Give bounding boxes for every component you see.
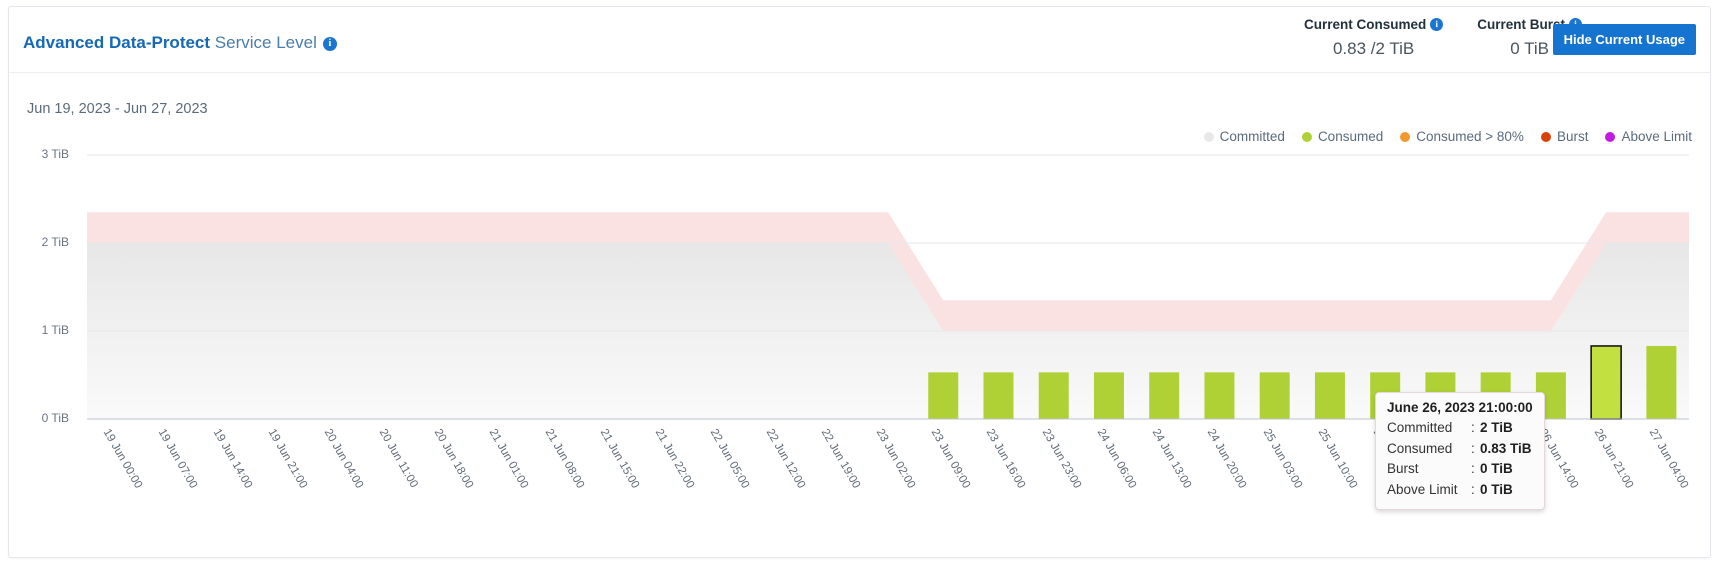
date-range-label: Jun 19, 2023 - Jun 27, 2023 <box>27 101 208 117</box>
x-axis-tick-label: 25 Jun 03:00 <box>1260 427 1304 491</box>
legend-item[interactable]: Consumed <box>1301 129 1384 144</box>
metric-label-text: Current Consumed <box>1303 17 1427 32</box>
x-axis-tick-label: 21 Jun 15:00 <box>597 427 642 491</box>
tooltip-row-value: 0.83 TiB <box>1480 440 1532 456</box>
bar[interactable] <box>983 372 1014 419</box>
bar[interactable] <box>1038 372 1069 419</box>
tooltip-row-key: Committed <box>1387 420 1453 435</box>
legend-label: Consumed > 80% <box>1416 129 1524 144</box>
tooltip-row-separator: : <box>1471 481 1475 497</box>
x-axis-tick-label: 24 Jun 06:00 <box>1094 427 1139 491</box>
legend-color-dot <box>1605 131 1616 142</box>
x-axis-tick-label: 23 Jun 09:00 <box>928 427 973 491</box>
legend-color-dot <box>1203 131 1214 142</box>
x-axis-tick-label: 27 Jun 04:00 <box>1646 427 1691 491</box>
legend-color-dot <box>1540 131 1551 142</box>
x-axis-tick-label: 24 Jun 20:00 <box>1205 427 1249 491</box>
x-axis-tick-label: 24 Jun 13:00 <box>1149 427 1194 491</box>
legend-color-dot <box>1301 131 1312 142</box>
x-axis-tick-label: 19 Jun 21:00 <box>265 427 310 491</box>
burst-limit-area <box>87 212 1689 419</box>
x-axis-tick-label: 25 Jun 10:00 <box>1315 427 1360 491</box>
tooltip-row: Above Limit:0 TiB <box>1387 480 1533 501</box>
tooltip-row-value: 2 TiB <box>1480 420 1513 435</box>
bar[interactable] <box>1259 372 1290 419</box>
x-axis-tick-label: 19 Jun 00:00 <box>100 427 144 491</box>
x-axis-tick-label: 22 Jun 12:00 <box>763 427 807 491</box>
tooltip-row-value: 0 TiB <box>1480 461 1513 477</box>
x-axis-tick-label: 22 Jun 05:00 <box>707 427 752 491</box>
legend-item[interactable]: Consumed > 80% <box>1400 129 1524 144</box>
tooltip-row-key: Above Limit <box>1387 481 1458 497</box>
hide-current-usage-button[interactable]: Hide Current Usage <box>1552 24 1696 55</box>
legend-label: Above Limit <box>1621 129 1692 144</box>
legend-item[interactable]: Above Limit <box>1605 129 1692 144</box>
y-axis-tick-label: 0 TiB <box>41 411 69 425</box>
card-header: Advanced Data-Protect Service Level i Cur… <box>9 7 1710 73</box>
tooltip-row: Burst:0 TiB <box>1387 459 1533 480</box>
tooltip-row-value: 0 TiB <box>1480 481 1513 497</box>
tooltip-row-separator: : <box>1471 461 1475 477</box>
y-axis-tick-label: 2 TiB <box>41 235 69 249</box>
legend-label: Burst <box>1556 129 1589 144</box>
x-axis-tick-label: 20 Jun 11:00 <box>376 427 420 490</box>
legend-item[interactable]: Burst <box>1540 129 1589 144</box>
bar[interactable] <box>1149 372 1180 419</box>
x-axis-tick-label: 21 Jun 22:00 <box>652 427 697 491</box>
metric-label: Current Consumed i <box>1303 17 1444 32</box>
bar[interactable] <box>1314 372 1345 419</box>
metric-value: 0.83 /2 TiB <box>1332 39 1415 58</box>
y-axis-tick-label: 3 TiB <box>41 147 69 161</box>
x-axis-tick-label: 20 Jun 18:00 <box>431 427 476 491</box>
legend-label: Consumed <box>1317 129 1384 144</box>
x-axis-tick-label: 22 Jun 19:00 <box>818 427 863 491</box>
metric-label-text: Current Burst <box>1477 17 1565 32</box>
title-info-icon[interactable]: i <box>322 37 337 51</box>
chart-tooltip: June 26, 2023 21:00:00 Committed:2 TiB Co… <box>1375 392 1545 511</box>
current-usage-metrics: Current Consumed i 0.83 /2 TiB Current Bu… <box>1304 17 1582 59</box>
tooltip-title: June 26, 2023 21:00:00 <box>1387 400 1533 415</box>
page-title-strong: Advanced Data-Protect <box>23 33 211 52</box>
chart-legend: Committed Consumed Consumed > 80% Burst Abov… <box>1203 129 1692 144</box>
y-axis-tick-label: 1 TiB <box>41 323 69 337</box>
tooltip-row: Committed:2 TiB <box>1387 418 1533 439</box>
x-axis-tick-label: 23 Jun 23:00 <box>1039 427 1083 491</box>
page-title-light: Service Level <box>214 33 317 52</box>
tooltip-row-separator: : <box>1471 420 1475 435</box>
x-axis-tick-label: 19 Jun 07:00 <box>155 427 200 491</box>
metric-value: 0 TiB <box>1510 39 1549 58</box>
x-axis-tick-label: 19 Jun 14:00 <box>210 427 255 491</box>
metric-current-burst: Current Bursti 0 TiB <box>1477 17 1582 59</box>
bar[interactable] <box>1646 345 1677 419</box>
x-axis-tick-label: 23 Jun 16:00 <box>984 427 1028 491</box>
x-axis-tick-label: 23 Jun 02:00 <box>873 427 918 491</box>
x-axis-tick-label: 20 Jun 04:00 <box>321 427 365 491</box>
x-axis-tick-label: 21 Jun 08:00 <box>542 427 586 491</box>
legend-item[interactable]: Committed <box>1203 129 1285 144</box>
tooltip-row-separator: : <box>1471 440 1475 456</box>
x-axis-tick-label: 26 Jun 21:00 <box>1591 427 1636 491</box>
bar[interactable] <box>1093 372 1124 419</box>
current-consumed-info-icon[interactable]: i <box>1430 18 1444 31</box>
page-title: Advanced Data-Protect Service Level i <box>23 33 337 53</box>
legend-color-dot <box>1400 131 1411 142</box>
tooltip-row-key: Burst <box>1387 461 1419 477</box>
service-level-card: Advanced Data-Protect Service Level i Cur… <box>8 6 1711 558</box>
x-axis-tick-label: 21 Jun 01:00 <box>486 427 531 491</box>
bar[interactable] <box>928 372 959 419</box>
tooltip-row-key: Consumed <box>1387 440 1453 456</box>
tooltip-row: Consumed:0.83 TiB <box>1387 439 1533 460</box>
legend-label: Committed <box>1219 129 1285 144</box>
bar[interactable] <box>1204 372 1235 419</box>
bar-highlighted[interactable] <box>1590 345 1622 420</box>
metric-current-consumed: Current Consumed i 0.83 /2 TiB <box>1303 17 1444 59</box>
